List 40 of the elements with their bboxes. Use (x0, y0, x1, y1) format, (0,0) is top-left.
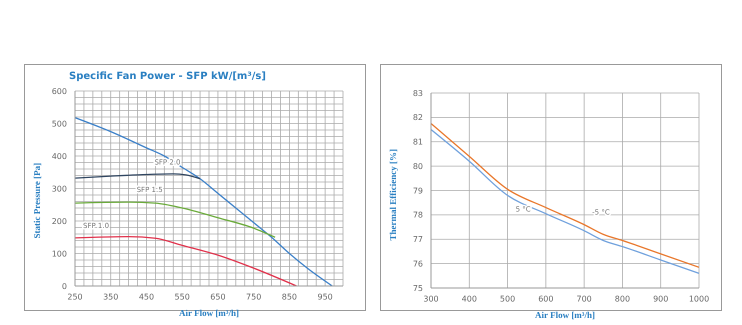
x-tick-label: 950 (317, 292, 333, 302)
y-tick-label: 78 (412, 210, 423, 220)
x-tick-label: 400 (462, 294, 477, 304)
y-tick-label: 82 (412, 113, 423, 122)
x-tick-label: 800 (614, 294, 630, 304)
x-tick-label: 750 (246, 292, 262, 302)
line-series (75, 117, 333, 286)
x-tick-label: 1000 (688, 294, 710, 304)
x-tick-label: 300 (423, 294, 439, 304)
x-tick-label: 350 (103, 292, 118, 302)
y-tick-label: 0 (62, 282, 67, 291)
y-axis-title: Static Pressure [Pa] (32, 162, 42, 238)
y-tick-label: 100 (52, 249, 67, 258)
x-tick-label: 700 (576, 294, 592, 304)
y-tick-label: 400 (52, 152, 67, 161)
y-tick-label: 80 (412, 162, 423, 171)
y-tick-label: 500 (52, 119, 67, 128)
x-tick-label: 650 (210, 292, 226, 302)
line-series (75, 202, 276, 238)
x-tick-label: 500 (500, 294, 516, 304)
x-tick-label: 600 (538, 294, 554, 304)
x-axis-title: Air Flow [m³/h] (178, 308, 240, 318)
x-axis-title: Air Flow [m³/h] (534, 310, 596, 320)
y-tick-label: 81 (412, 138, 423, 147)
chart-title: Specific Fan Power - SFP kW/[m³/s] (69, 71, 266, 82)
x-tick-label: 850 (282, 292, 298, 302)
y-axis-title: Thermal Efficiency [%] (388, 149, 398, 240)
y-tick-label: 83 (412, 88, 423, 98)
line-series (75, 236, 298, 286)
x-tick-label: 900 (653, 294, 668, 304)
y-tick-label: 200 (52, 216, 67, 226)
y-tick-label: 600 (52, 86, 67, 96)
x-tick-label: 450 (138, 292, 154, 302)
y-tick-label: 300 (52, 184, 67, 194)
y-tick-label: 76 (412, 259, 423, 268)
x-tick-label: 550 (174, 292, 190, 302)
y-tick-label: 77 (412, 235, 423, 244)
y-tick-label: 79 (412, 186, 423, 196)
x-tick-label: 250 (67, 292, 83, 302)
y-tick-label: 75 (412, 284, 423, 293)
